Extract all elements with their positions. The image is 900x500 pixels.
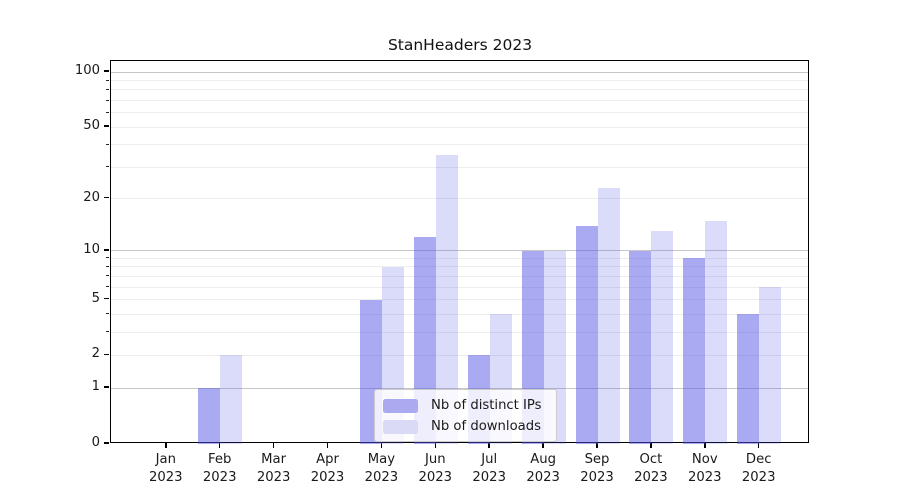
legend-swatch-distinct-ips [383, 398, 418, 413]
y-tick-mark [104, 125, 109, 127]
legend-label-downloads: Nb of downloads [431, 419, 541, 434]
y-tick-mark-minor [106, 79, 109, 81]
x-tick-mark [542, 443, 544, 448]
x-tick-label-jun: Jun 2023 [418, 452, 453, 485]
bar-distinct-ips-feb [198, 388, 221, 444]
bar-downloads-jun [435, 155, 458, 444]
y-tick-mark-minor [106, 88, 109, 90]
bar-downloads-feb [220, 355, 243, 444]
x-tick-mark [218, 443, 221, 448]
gridline-major [111, 250, 808, 252]
legend-item-downloads: Nb of downloads [383, 416, 548, 437]
x-tick-mark [650, 443, 652, 448]
x-tick-mark [757, 443, 760, 448]
gridline-minor [111, 331, 808, 333]
x-tick-mark [704, 443, 706, 448]
y-tick-mark-minor [106, 286, 109, 288]
gridline-minor [111, 100, 808, 102]
legend-label-distinct-ips: Nb of distinct IPs [431, 398, 542, 413]
gridline-minor [111, 126, 808, 128]
x-tick-mark [326, 443, 329, 448]
y-tick-label-2: 2 [91, 346, 100, 362]
bar-distinct-ips-nov [683, 258, 706, 444]
x-tick-mark [272, 443, 275, 448]
bar-downloads-sep [597, 187, 620, 444]
gridline-minor [111, 166, 808, 168]
gridline-minor [111, 198, 808, 200]
gridline-minor [111, 313, 808, 315]
y-tick-mark [104, 353, 109, 356]
y-tick-mark [104, 196, 109, 199]
legend-swatch-downloads [383, 419, 418, 434]
x-tick-label-mar: Mar 2023 [256, 452, 291, 485]
bar-downloads-nov [705, 220, 728, 444]
legend: Nb of distinct IPs Nb of downloads [374, 389, 557, 442]
y-tick-mark-minor [106, 257, 109, 259]
y-tick-mark-minor [106, 166, 109, 168]
y-tick-label-20: 20 [83, 189, 100, 205]
x-tick-label-may: May 2023 [364, 452, 399, 485]
y-tick-mark-minor [106, 265, 109, 267]
x-tick-mark [596, 443, 598, 448]
y-tick-mark [104, 297, 109, 300]
x-tick-mark [380, 443, 383, 448]
gridline-major [111, 387, 808, 389]
y-tick-mark-minor [106, 99, 109, 101]
x-tick-label-aug: Aug 2023 [526, 452, 560, 485]
y-tick-mark-minor [106, 111, 109, 113]
y-tick-mark-minor [106, 331, 109, 333]
y-tick-mark-minor [106, 275, 109, 277]
bar-downloads-dec [759, 287, 782, 444]
y-tick-label-1: 1 [91, 379, 100, 395]
chart-title: StanHeaders 2023 [387, 36, 533, 54]
bar-distinct-ips-oct [629, 250, 652, 444]
gridline-minor [111, 266, 808, 268]
gridline-minor [111, 144, 808, 146]
x-tick-label-feb: Feb 2023 [202, 452, 237, 485]
y-tick-label-10: 10 [83, 241, 100, 257]
x-tick-label-sep: Sep 2023 [580, 452, 614, 485]
y-tick-label-50: 50 [83, 118, 100, 134]
bar-distinct-ips-dec [737, 314, 760, 444]
plot-area: Nb of distinct IPs Nb of downloads [110, 60, 809, 444]
gridline-minor [111, 257, 808, 259]
x-tick-mark [488, 443, 490, 448]
y-tick-mark-minor [106, 143, 109, 145]
gridline-minor [111, 286, 808, 288]
y-tick-mark [104, 386, 109, 388]
y-tick-mark [104, 70, 109, 72]
x-tick-label-jan: Jan 2023 [149, 452, 183, 485]
gridline-minor [111, 112, 808, 114]
legend-item-distinct-ips: Nb of distinct IPs [383, 395, 548, 416]
gridline-minor [111, 80, 808, 82]
y-tick-mark [104, 442, 109, 444]
x-tick-label-apr: Apr 2023 [310, 452, 345, 485]
bar-distinct-ips-sep [575, 225, 598, 444]
x-tick-label-jul: Jul 2023 [472, 452, 506, 485]
x-tick-label-nov: Nov 2023 [688, 452, 722, 485]
x-tick-mark [434, 443, 437, 448]
x-tick-mark [165, 443, 167, 448]
y-tick-label-100: 100 [74, 63, 100, 79]
bar-downloads-oct [651, 231, 674, 444]
y-tick-label-5: 5 [91, 290, 100, 306]
gridline-minor [111, 275, 808, 277]
y-tick-mark [104, 249, 109, 251]
gridline-minor [111, 354, 808, 356]
y-tick-mark-minor [106, 313, 109, 315]
x-tick-label-dec: Dec 2023 [741, 452, 776, 485]
y-tick-label-0: 0 [91, 435, 100, 450]
gridline-minor [111, 299, 808, 301]
x-tick-label-oct: Oct 2023 [634, 452, 668, 485]
gridline-minor [111, 89, 808, 91]
gridline-major [111, 71, 808, 73]
